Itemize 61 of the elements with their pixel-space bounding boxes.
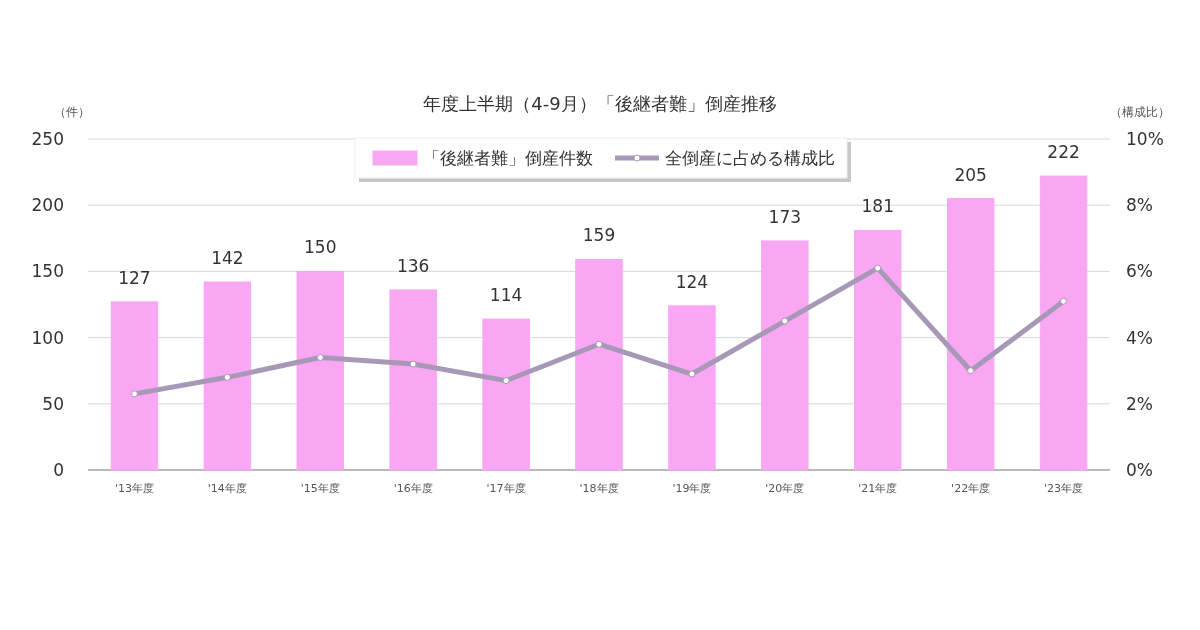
y2-tick-label: 4%: [1126, 327, 1153, 348]
data-label: 205: [954, 164, 987, 185]
point: [595, 340, 603, 348]
legend-label: 「後継者難」倒産件数: [423, 148, 593, 168]
y-tick-label: 200: [31, 195, 64, 216]
point: [130, 390, 138, 398]
y2-tick-label: 0%: [1126, 460, 1153, 480]
point: [316, 353, 324, 361]
y-tick-label: 150: [31, 261, 64, 282]
bar: [946, 198, 995, 471]
x-tick-label: '19年度: [672, 482, 712, 495]
point: [781, 317, 789, 325]
bar: [1039, 175, 1088, 471]
y-tick-label: 50: [42, 393, 64, 414]
data-label: 127: [118, 267, 151, 288]
x-tick-label: '18年度: [579, 482, 619, 495]
data-label: 142: [211, 247, 244, 268]
bar: [110, 301, 159, 471]
data-label: 181: [861, 196, 894, 217]
legend-label: 全倒産に占める構成比: [665, 148, 835, 168]
data-label: 173: [768, 206, 802, 227]
x-tick-label: '15年度: [300, 482, 340, 495]
x-tick-label: '16年度: [393, 482, 433, 495]
point: [502, 377, 510, 385]
x-tick-label: '22年度: [951, 482, 991, 495]
x-tick-label: '13年度: [114, 482, 154, 495]
y2-axis-title: （構成比）: [1110, 105, 1170, 119]
bar: [296, 270, 344, 471]
point: [409, 360, 417, 368]
point: [967, 367, 975, 375]
bar: [668, 305, 716, 471]
data-label: 136: [396, 255, 430, 276]
bar: [203, 281, 252, 471]
bar: [575, 258, 623, 471]
y-tick-label: 0: [53, 460, 64, 480]
bar: [482, 318, 530, 471]
x-tick-label: '21年度: [858, 482, 898, 495]
chart-title: 年度上半期（4-9月）「後継者難」倒産推移: [423, 93, 777, 114]
point: [1060, 297, 1068, 305]
y-tick-label: 100: [31, 327, 64, 348]
y2-tick-label: 6%: [1126, 261, 1153, 282]
x-tick-label: '14年度: [207, 482, 247, 495]
y2-tick-label: 10%: [1126, 129, 1164, 149]
y-axis-title: （件）: [54, 105, 90, 119]
data-label: 114: [489, 285, 523, 306]
y2-tick-label: 8%: [1126, 195, 1153, 216]
data-label: 124: [675, 271, 709, 292]
data-label: 150: [304, 237, 337, 258]
y-tick-label: 250: [31, 129, 64, 149]
y2-tick-label: 2%: [1126, 393, 1153, 414]
bar: [761, 240, 809, 471]
point: [688, 370, 696, 378]
point: [874, 264, 882, 272]
x-tick-label: '23年度: [1044, 482, 1084, 495]
data-label: 159: [582, 225, 616, 246]
data-label: 222: [1047, 142, 1080, 163]
point: [223, 373, 231, 381]
bar: [854, 229, 902, 471]
bar: [389, 289, 437, 471]
x-tick-label: '17年度: [486, 482, 526, 495]
x-tick-label: '20年度: [765, 482, 805, 495]
